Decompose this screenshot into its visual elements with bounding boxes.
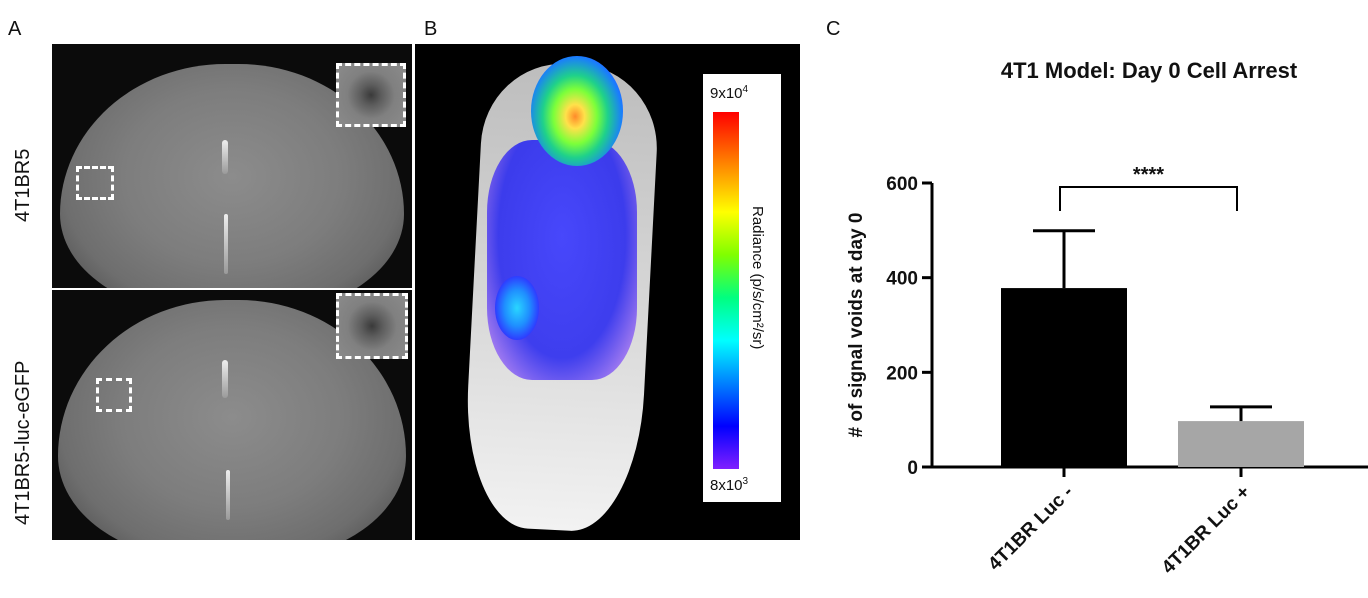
bar [1178, 421, 1304, 467]
y-tick-label: 400 [886, 269, 918, 290]
signal-torso [487, 140, 637, 380]
zoom-inset [336, 63, 406, 127]
scale-max-label: 9x104 [710, 84, 749, 102]
signal-head [531, 56, 623, 166]
y-axis-label: # of signal voids at day 0 [846, 213, 867, 438]
panel-b-letter: B [424, 18, 438, 40]
panel-c-letter: C [826, 18, 841, 40]
y-tick-label: 200 [886, 363, 918, 384]
midline-lower [224, 214, 228, 274]
mri-image-top [52, 44, 412, 288]
row-label-4t1br5-luc-egfp: 4T1BR5-luc-eGFP [12, 360, 34, 526]
bar [1001, 288, 1127, 467]
chart-title: 4T1 Model: Day 0 Cell Arrest [1001, 58, 1298, 83]
signal-lateral-spot [495, 276, 539, 340]
midline-bright [222, 140, 228, 174]
panel-a-letter: A [8, 18, 22, 40]
mri-image-bottom [52, 290, 412, 540]
region-marker-box [96, 378, 132, 412]
midline-bright [222, 360, 228, 398]
x-category-label: 4T1BR Luc - [984, 482, 1077, 575]
significance-label: **** [1133, 164, 1164, 186]
radiance-color-bar [713, 112, 739, 469]
x-category-label: 4T1BR Luc + [1158, 482, 1255, 579]
scale-unit-label: Radiance (p/s/cm²/sr) [749, 206, 766, 350]
y-tick-label: 0 [907, 458, 918, 479]
significance-bracket [1059, 186, 1238, 211]
y-tick-label: 600 [886, 174, 918, 195]
bar-chart: 4T1 Model: Day 0 Cell Arrest # of signal… [846, 58, 1368, 579]
zoom-inset [336, 293, 408, 359]
midline-lower [226, 470, 230, 520]
region-marker-box [76, 166, 114, 200]
scale-min-label: 8x103 [710, 476, 749, 494]
row-label-4t1br5: 4T1BR5 [12, 148, 34, 222]
